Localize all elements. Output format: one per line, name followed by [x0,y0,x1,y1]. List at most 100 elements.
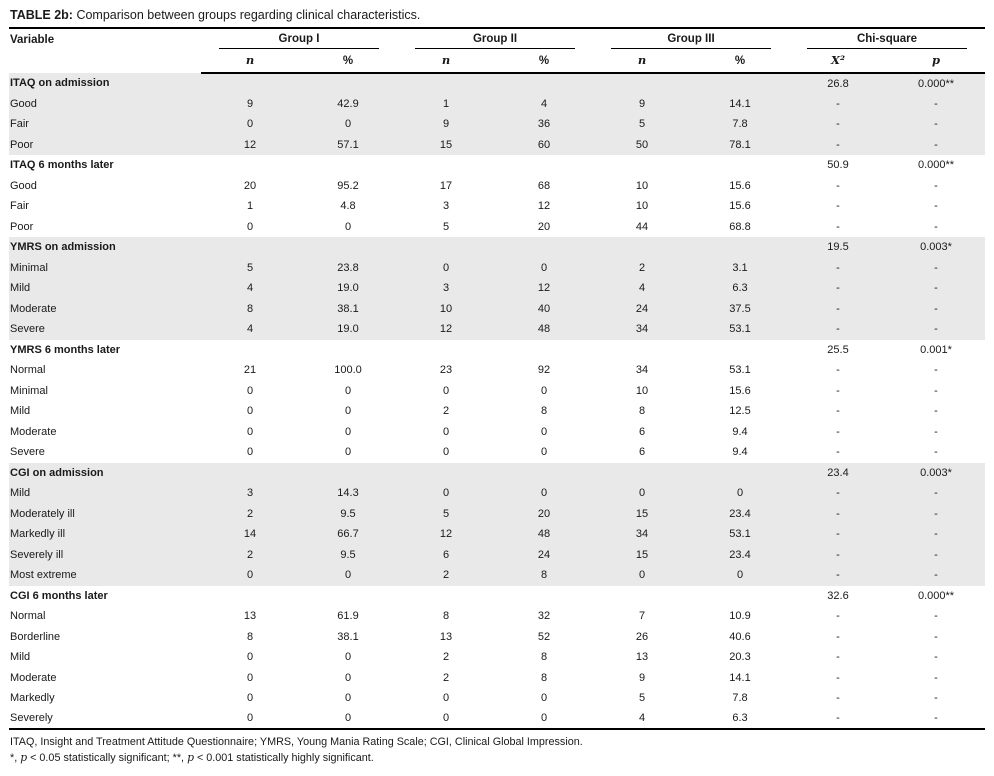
cell-value: - [934,712,938,725]
cell-value: 2 [397,565,495,586]
p-value: 0.000** [887,73,985,94]
cell-value: 10.9 [729,610,751,623]
cell-value: 10 [635,384,649,397]
section-label: YMRS on admission [9,237,201,258]
cell-value: - [836,220,840,233]
chi-square-value: 25.5 [827,343,849,356]
row-label: Severe [10,446,45,459]
cell-value: - [789,503,887,524]
cell-value: 23.4 [691,503,789,524]
empty-cell [299,586,397,607]
cell-value: 48 [495,524,593,545]
table-row: Most extreme 0 0 2 8 0 0- - [9,565,985,586]
cell-value: 15.6 [729,384,751,397]
row-label: Most extreme [9,565,201,586]
cell-value: 0 [344,425,352,438]
row-label: Severely ill [9,544,201,565]
table-row: Good 9 42.9 1 4 9 14.1- - [9,93,985,114]
cell-value: 4 [201,278,299,299]
empty-cell [397,462,495,483]
empty-cell [495,155,593,176]
table-row: Normal 13 61.9 8 32 7 10.9 - - [9,606,985,627]
cell-value: 0 [344,651,352,664]
empty-cell [201,73,299,94]
cell-value: 15 [593,544,691,565]
cell-value: 12.5 [729,405,751,418]
cell-value: 0 [246,384,254,397]
empty-cell [691,586,789,607]
cell-value: 2 [442,405,450,418]
p-value: 0.000** [917,589,955,602]
empty-cell [201,155,299,176]
table-title-label: TABLE 2b: [10,8,73,22]
row-label: Moderately ill [9,503,201,524]
table-row: Markedly 0 0 0 0 5 7.8 - - [9,688,985,709]
column-header-group2: Group II [397,29,593,49]
empty-cell [299,237,397,258]
cell-value: 0 [246,446,254,459]
cell-value: 3 [201,483,299,504]
cell-value: 8 [246,630,254,643]
cell-value: 0 [344,692,352,705]
footnotes: ITAQ, Insight and Treatment Attitude Que… [9,730,985,766]
cell-value: 0 [246,651,254,664]
cell-value: - [836,610,840,623]
cell-value: 23 [439,364,453,377]
row-label: Markedly ill [9,524,201,545]
cell-value: 19.0 [299,278,397,299]
cell-value: 4 [201,319,299,340]
cell-value: 0 [495,483,593,504]
row-label: Moderate [10,671,57,684]
cell-value: 40 [495,298,593,319]
row-label: Fair [10,200,29,213]
section-header-row: YMRS on admission 19.5 0.003* [9,237,985,258]
cell-value: 6.3 [691,278,789,299]
row-label: Severe [9,319,201,340]
cell-value: 60 [495,134,593,155]
table-row: Borderline 8 38.1 13 52 26 40.6 - - [9,627,985,648]
footnote-text: < 0.05 statistically significant; **, [27,752,188,765]
cell-value: 2 [201,503,299,524]
empty-cell [495,586,593,607]
cell-value: 24 [495,544,593,565]
empty-cell [397,586,495,607]
cell-value: - [934,200,938,213]
table-row: Mild 0 0 2 8 13 20.3 - - [9,647,985,668]
cell-value: 7 [638,610,646,623]
footnote-p-symbol: p [20,751,28,765]
table-row: Moderately ill 2 9.5 5 20 15 23.4- - [9,503,985,524]
table-body: ITAQ on admission 26.8 0.000** Good 9 42.9 1 4 9… [9,73,985,729]
cell-value: 4 [638,712,646,725]
p-value: 0.000** [917,159,955,172]
cell-value: 0 [442,692,450,705]
cell-value: 24 [593,298,691,319]
row-label: Poor [9,134,201,155]
cell-value: 9.5 [299,503,397,524]
cell-value: 12 [201,134,299,155]
group2-label: Group II [415,33,575,49]
cell-value: 38.1 [299,298,397,319]
cell-value: 7.8 [732,692,748,705]
cell-value: 34 [593,524,691,545]
table-row: Severely 0 0 0 0 4 6.3 - - [9,709,985,730]
chi-square-value: 32.6 [827,589,849,602]
footnote-p-symbol: p [187,751,194,765]
cell-value: 95.2 [337,179,359,192]
empty-cell [495,462,593,483]
table-row: Minimal 0 0 0 0 10 15.6 - - [9,381,985,402]
cell-value: 32 [537,610,551,623]
chi-square-value: 19.5 [789,237,887,258]
cell-value: 0 [344,220,352,233]
cell-value: 0 [397,257,495,278]
cell-value: 34 [635,364,649,377]
cell-value: - [789,544,887,565]
cell-value: 40.6 [729,630,751,643]
cell-value: 3 [397,278,495,299]
cell-value: - [934,220,938,233]
subheader-p-value: p [887,49,985,74]
table-row: Mild 4 19.0 3 12 4 6.3- - [9,278,985,299]
cell-value: 5 [442,220,450,233]
table-row: Moderate 8 38.1 10 40 24 37.5- - [9,298,985,319]
cell-value: 0 [593,565,691,586]
